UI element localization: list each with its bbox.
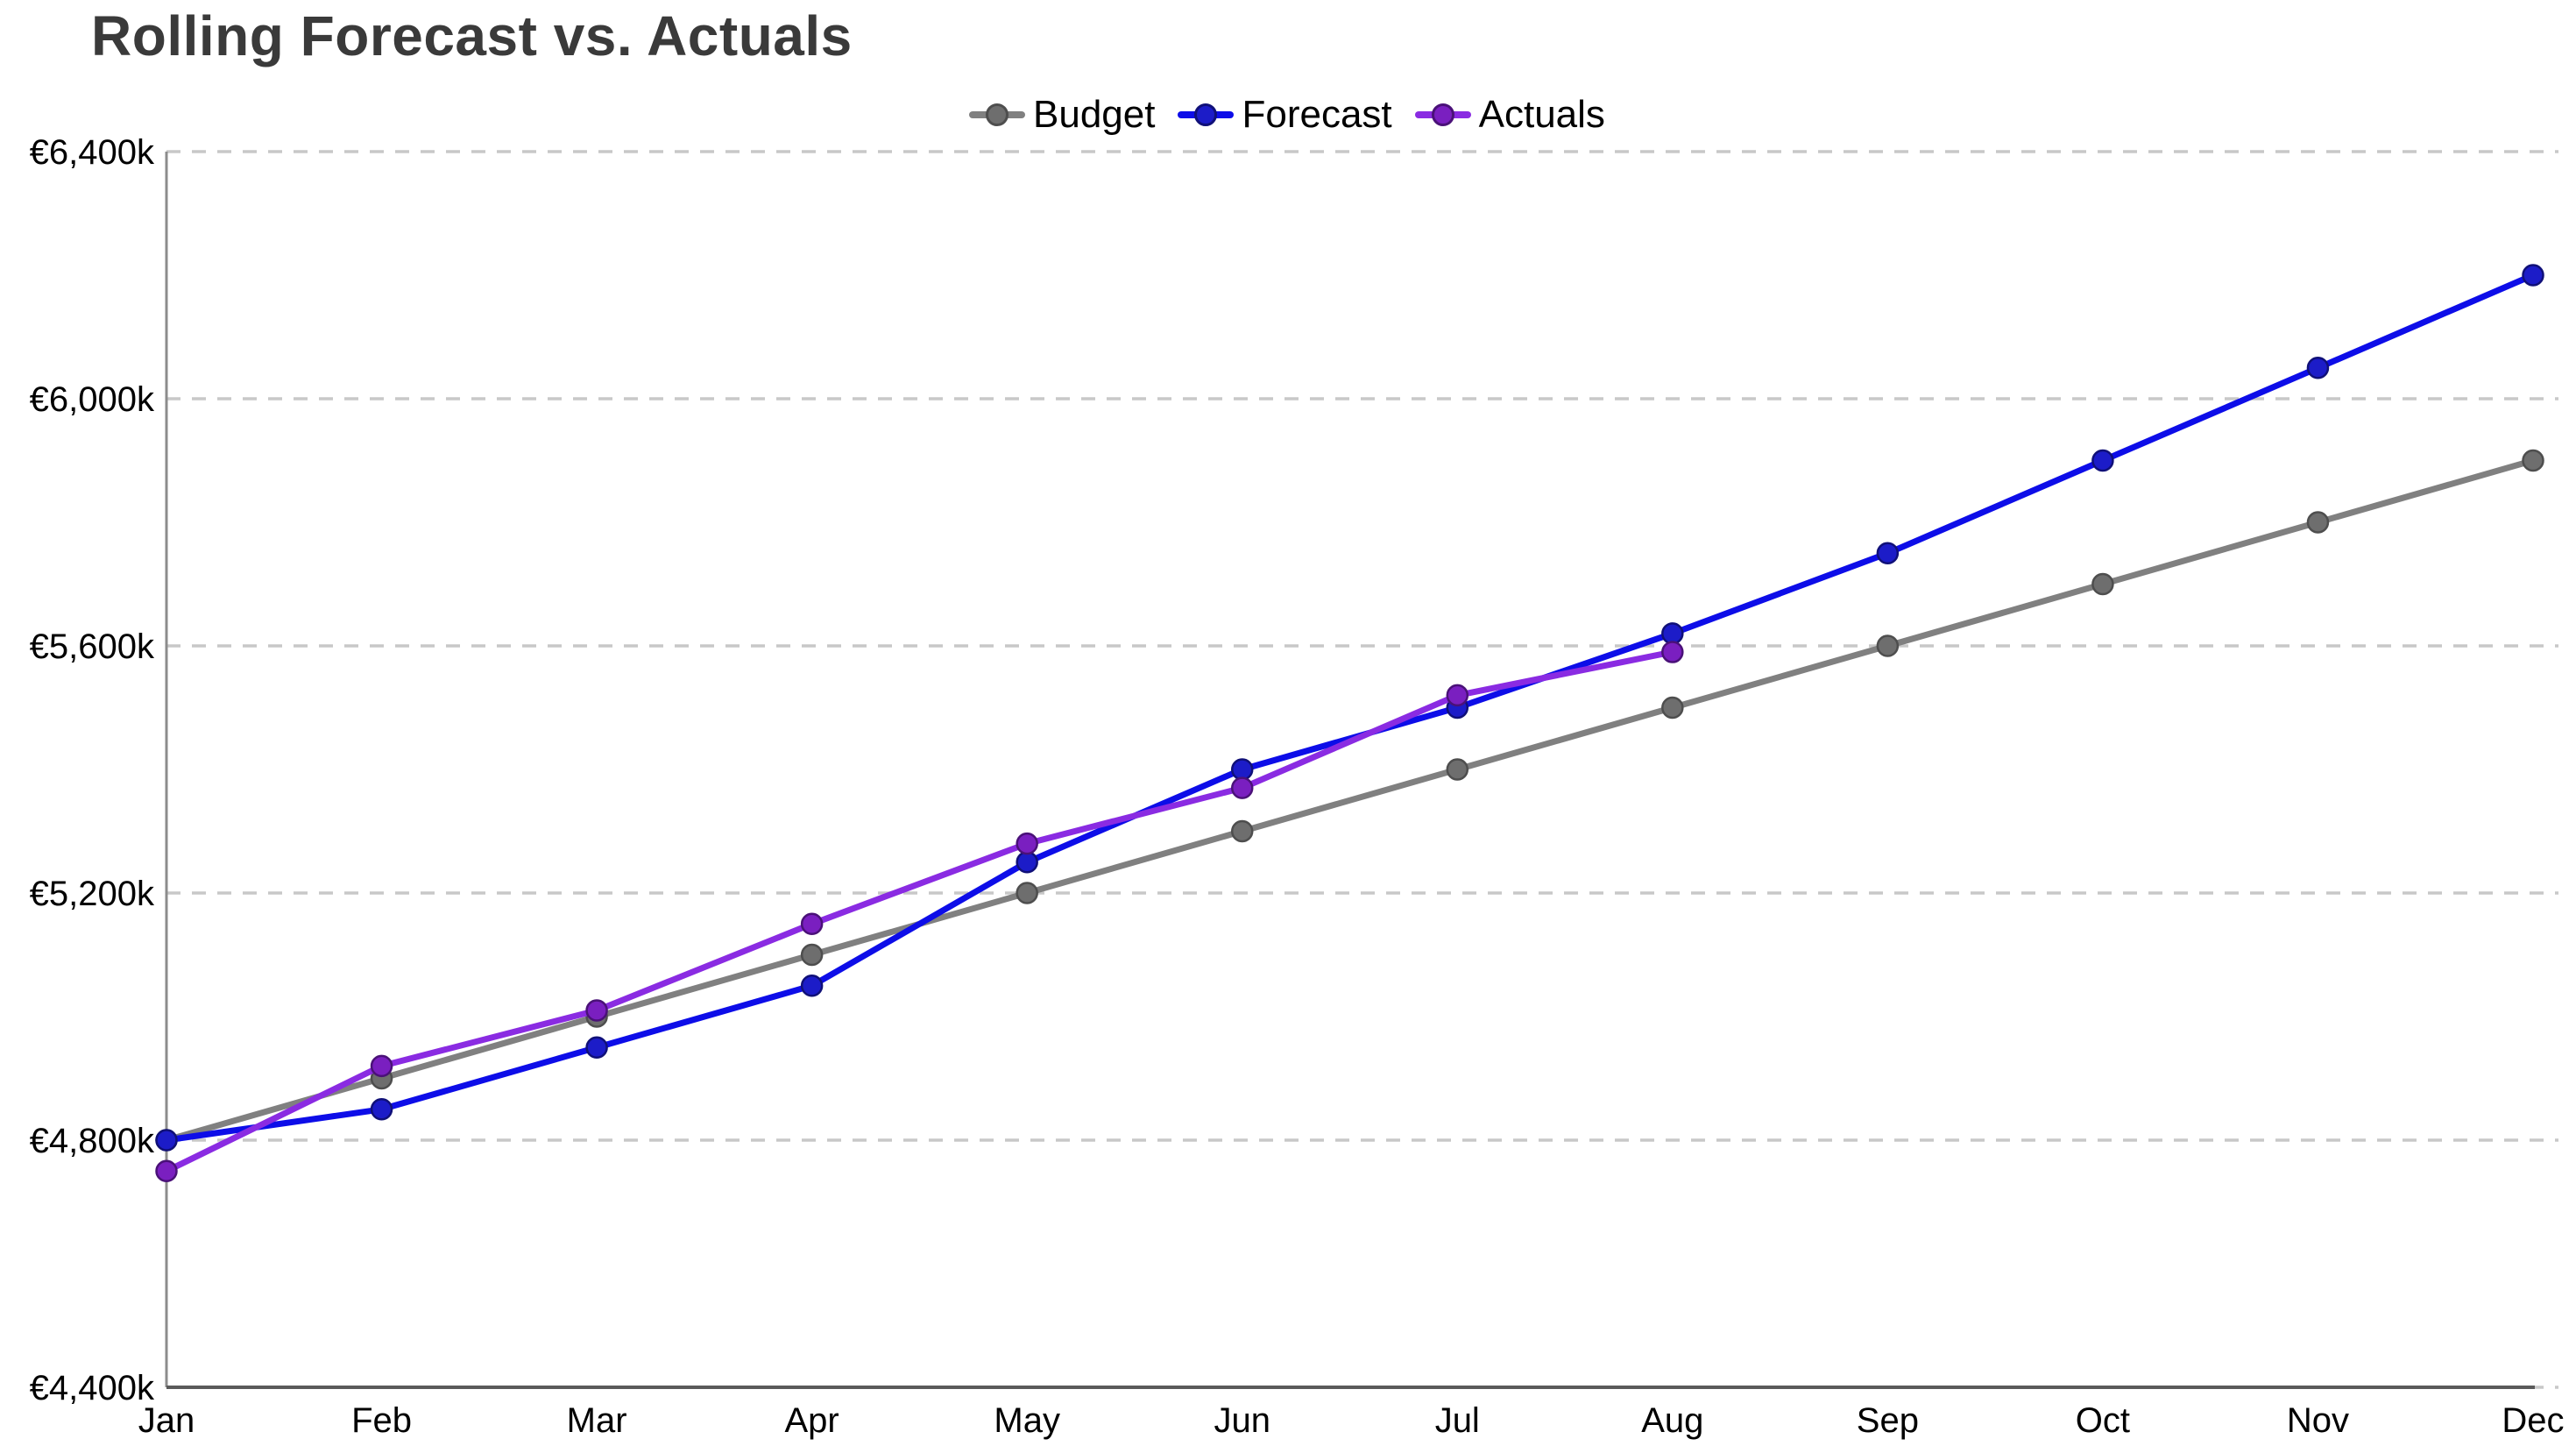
data-point-budget xyxy=(2091,572,2114,596)
y-tick-label: €5,600k xyxy=(30,627,155,666)
data-point-budget xyxy=(2306,511,2330,534)
y-tick-label: €6,400k xyxy=(30,133,155,172)
data-point-budget xyxy=(1016,882,1038,904)
data-point-actuals xyxy=(1230,776,1254,799)
legend-item-budget: Budget xyxy=(969,96,1155,134)
data-point-budget xyxy=(2522,449,2544,472)
data-point-budget xyxy=(1876,634,1900,657)
forecast-line-marker-icon xyxy=(1178,102,1235,128)
data-point-forecast xyxy=(155,1129,178,1152)
series-line-budget xyxy=(163,457,2537,1144)
legend-item-forecast: Forecast xyxy=(1178,93,1392,136)
data-point-actuals xyxy=(585,999,608,1022)
y-tick-label: €6,000k xyxy=(30,380,155,419)
series-line-forecast xyxy=(163,272,2537,1144)
x-tick-label-apr: Apr xyxy=(785,1401,839,1440)
x-tick-label-aug: Aug xyxy=(1641,1401,1703,1440)
data-point-budget xyxy=(1661,696,1684,719)
legend-item-actuals: Actuals xyxy=(1414,93,1605,136)
budget-line-marker-icon xyxy=(969,102,1025,128)
data-point-forecast xyxy=(585,1036,608,1059)
legend-label-forecast: Forecast xyxy=(1242,93,1392,136)
x-tick-label-may: May xyxy=(994,1401,1060,1440)
x-tick-label-mar: Mar xyxy=(567,1401,627,1440)
x-tick-label-oct: Oct xyxy=(2076,1401,2130,1440)
data-point-budget xyxy=(1446,758,1469,781)
data-point-actuals xyxy=(1016,832,1038,855)
data-point-actuals xyxy=(800,912,824,935)
x-tick-label-sep: Sep xyxy=(1857,1401,1919,1440)
legend: Budget Forecast Actuals xyxy=(969,89,1605,140)
data-point-forecast xyxy=(1876,542,1900,564)
data-point-forecast xyxy=(1016,851,1038,874)
x-tick-label-dec: Dec xyxy=(2502,1401,2564,1440)
y-tick-label: €4,400k xyxy=(30,1369,155,1407)
data-point-forecast xyxy=(800,975,824,997)
x-tick-label-feb: Feb xyxy=(351,1401,412,1440)
x-tick-label-jan: Jan xyxy=(138,1401,195,1440)
data-point-budget xyxy=(1230,819,1254,843)
legend-label-budget: Budget xyxy=(1033,93,1156,136)
data-point-forecast xyxy=(2306,357,2330,379)
data-point-forecast xyxy=(2091,449,2114,472)
data-point-actuals xyxy=(1446,684,1469,707)
data-point-actuals xyxy=(155,1159,178,1182)
y-tick-label: €5,200k xyxy=(30,875,155,913)
data-point-actuals xyxy=(1661,641,1684,663)
y-tick-label: €4,800k xyxy=(30,1122,155,1160)
x-tick-label-nov: Nov xyxy=(2287,1401,2349,1440)
legend-label-actuals: Actuals xyxy=(1478,93,1605,136)
x-tick-label-jun: Jun xyxy=(1214,1401,1270,1440)
data-point-actuals xyxy=(370,1054,393,1078)
data-point-budget xyxy=(800,943,824,967)
actuals-line-marker-icon xyxy=(1414,102,1471,128)
chart-title: Rolling Forecast vs. Actuals xyxy=(91,4,853,67)
data-point-forecast xyxy=(1230,758,1254,781)
series-line-actuals xyxy=(163,649,1676,1174)
data-point-forecast xyxy=(1661,622,1684,645)
data-point-forecast xyxy=(2522,264,2544,287)
data-point-forecast xyxy=(370,1098,393,1121)
x-tick-label-jul: Jul xyxy=(1435,1401,1480,1440)
